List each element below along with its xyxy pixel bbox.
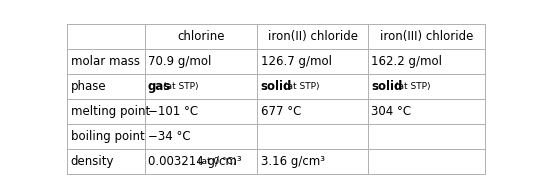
Text: 126.7 g/mol: 126.7 g/mol — [261, 55, 332, 68]
Text: −34 °C: −34 °C — [148, 130, 191, 143]
Text: melting point: melting point — [71, 105, 150, 118]
Text: 0.003214 g/cm³: 0.003214 g/cm³ — [148, 155, 241, 168]
Text: density: density — [71, 155, 114, 168]
Text: (at STP): (at STP) — [163, 82, 199, 91]
Text: phase: phase — [71, 80, 106, 93]
Text: iron(III) chloride: iron(III) chloride — [380, 30, 473, 43]
Text: (at STP): (at STP) — [395, 82, 430, 91]
Text: −101 °C: −101 °C — [148, 105, 198, 118]
Text: 70.9 g/mol: 70.9 g/mol — [148, 55, 211, 68]
Text: gas: gas — [148, 80, 171, 93]
Text: 162.2 g/mol: 162.2 g/mol — [371, 55, 443, 68]
Text: chlorine: chlorine — [177, 30, 225, 43]
Text: solid: solid — [261, 80, 292, 93]
Text: 3.16 g/cm³: 3.16 g/cm³ — [261, 155, 325, 168]
Text: iron(II) chloride: iron(II) chloride — [268, 30, 358, 43]
Text: (at 0 °C): (at 0 °C) — [198, 157, 237, 166]
Text: molar mass: molar mass — [71, 55, 140, 68]
Text: solid: solid — [371, 80, 403, 93]
Text: (at STP): (at STP) — [284, 82, 320, 91]
Text: boiling point: boiling point — [71, 130, 144, 143]
Text: 677 °C: 677 °C — [261, 105, 301, 118]
Text: 304 °C: 304 °C — [371, 105, 412, 118]
